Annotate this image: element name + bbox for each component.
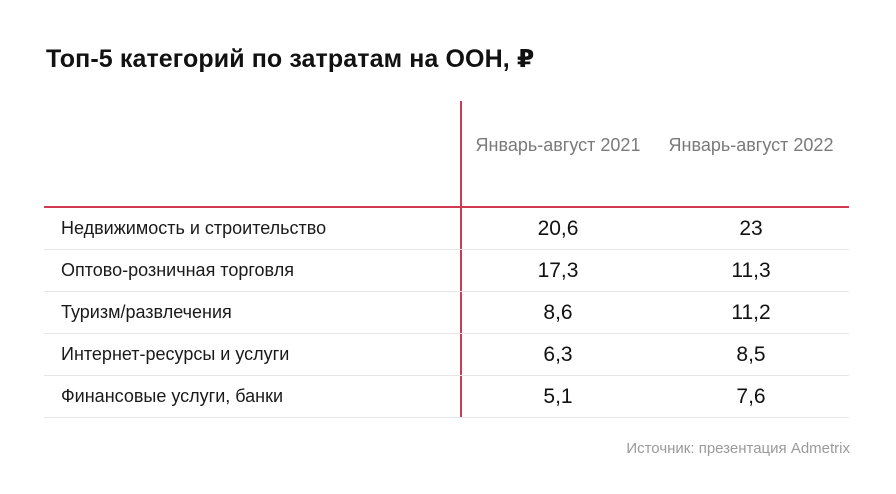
value-2021: 17,3 bbox=[537, 259, 579, 282]
value-2021: 20,6 bbox=[537, 217, 579, 240]
value-2022: 8,5 bbox=[736, 343, 766, 366]
source-note: Источник: презентация Admetrix bbox=[626, 440, 850, 457]
table-row: Оптово-розничная торговля 17,3 11,3 bbox=[44, 249, 849, 292]
value-2022: 23 bbox=[739, 217, 763, 240]
value-2022: 11,3 bbox=[731, 259, 771, 282]
row-label: Оптово-розничная торговля bbox=[61, 260, 294, 280]
row-label: Интернет-ресурсы и услуги bbox=[61, 344, 290, 364]
column-divider bbox=[460, 101, 462, 418]
row-label: Недвижимость и строительство bbox=[61, 218, 327, 238]
value-2021: 8,6 bbox=[543, 301, 573, 324]
table-row: Финансовые услуги, банки 5,1 7,6 bbox=[44, 375, 849, 418]
column-header-label: Январь-август 2021 bbox=[475, 135, 641, 155]
column-header-2022: Январь-август 2022 bbox=[661, 133, 841, 157]
value-2021: 6,3 bbox=[543, 343, 573, 366]
column-header-2021: Январь-август 2021 bbox=[468, 133, 648, 157]
row-label: Туризм/развлечения bbox=[61, 302, 232, 322]
table-row: Туризм/развлечения 8,6 11,2 bbox=[44, 291, 849, 334]
row-label: Финансовые услуги, банки bbox=[61, 386, 284, 406]
table-row: Недвижимость и строительство 20,6 23 bbox=[44, 207, 849, 250]
column-header-label: Январь-август 2022 bbox=[668, 135, 834, 155]
value-2021: 5,1 bbox=[543, 385, 573, 408]
header-divider bbox=[44, 206, 849, 208]
value-2022: 7,6 bbox=[736, 385, 766, 408]
table-row: Интернет-ресурсы и услуги 6,3 8,5 bbox=[44, 333, 849, 376]
chart-title: Топ-5 категорий по затратам на ООН, ₽ bbox=[46, 45, 535, 73]
value-2022: 11,2 bbox=[731, 301, 771, 324]
